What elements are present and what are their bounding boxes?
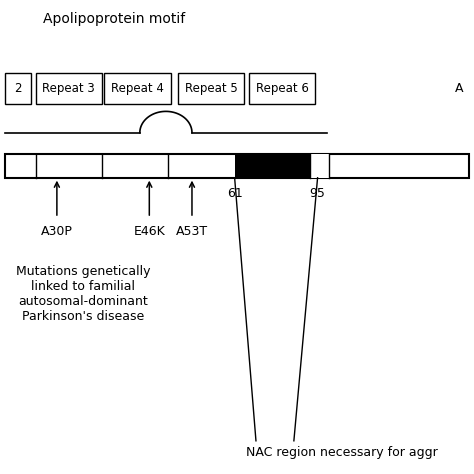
Bar xyxy=(5,73,31,104)
Text: 2: 2 xyxy=(14,82,21,95)
Text: Repeat 3: Repeat 3 xyxy=(42,82,95,95)
Text: Mutations genetically
linked to familial
autosomal-dominant
Parkinson's disease: Mutations genetically linked to familial… xyxy=(16,265,150,323)
Bar xyxy=(104,73,171,104)
Text: A30P: A30P xyxy=(41,225,73,238)
Text: 95: 95 xyxy=(310,187,326,200)
Bar xyxy=(5,154,469,178)
Text: Repeat 5: Repeat 5 xyxy=(184,82,237,95)
Text: Repeat 6: Repeat 6 xyxy=(255,82,309,95)
Text: A53T: A53T xyxy=(176,225,208,238)
Text: E46K: E46K xyxy=(134,225,165,238)
Text: Apolipoprotein motif: Apolipoprotein motif xyxy=(43,12,185,26)
Bar xyxy=(249,73,315,104)
Bar xyxy=(36,73,102,104)
Bar xyxy=(178,73,244,104)
Text: 61: 61 xyxy=(227,187,243,200)
Bar xyxy=(235,154,310,178)
Text: NAC region necessary for aggr: NAC region necessary for aggr xyxy=(246,446,438,458)
Text: Repeat 4: Repeat 4 xyxy=(111,82,164,95)
Bar xyxy=(310,154,329,178)
Text: A: A xyxy=(455,82,464,95)
